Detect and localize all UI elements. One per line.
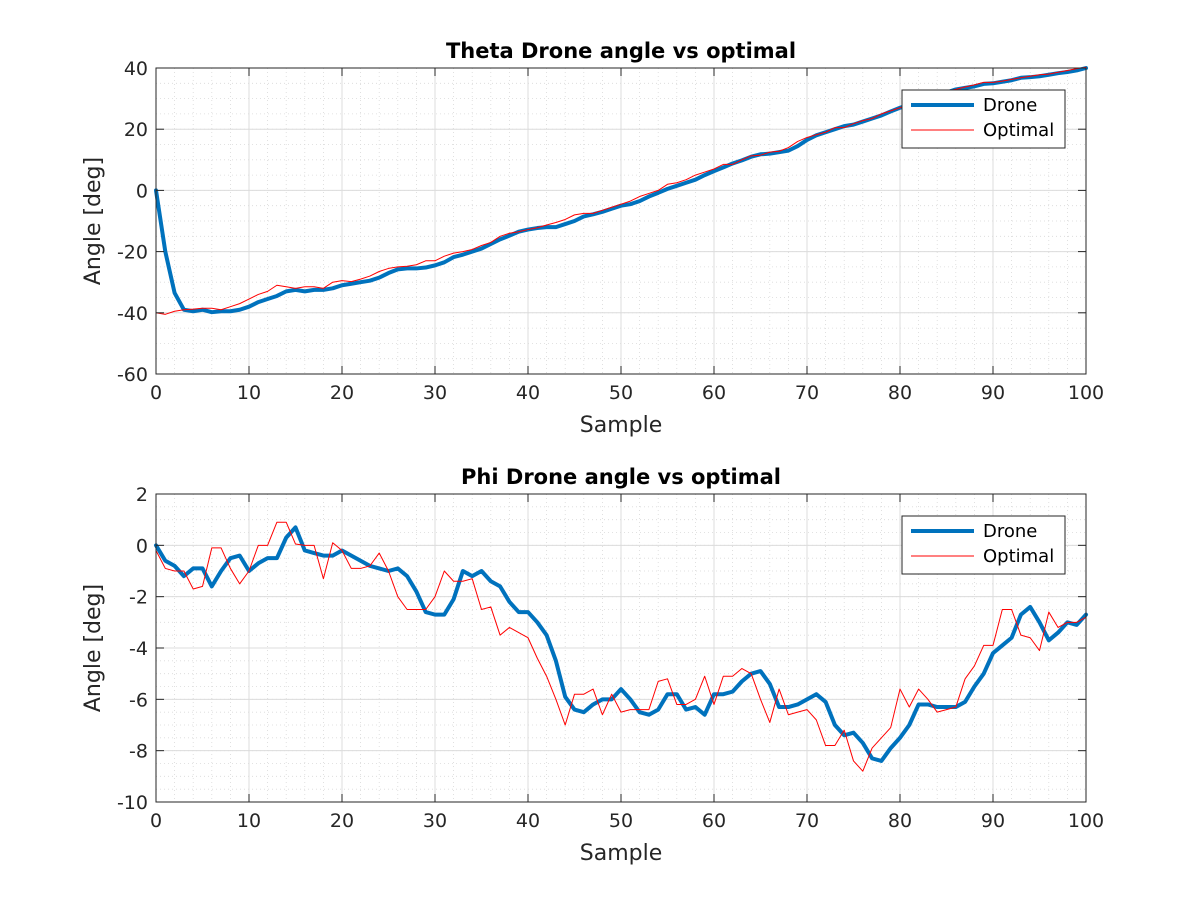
legend-box <box>901 515 1066 575</box>
x-axis-label: Sample <box>580 413 663 438</box>
series-line-drone <box>154 525 1088 763</box>
ticks: 0 10 20 30 40 50 60 70 80 90 100 -60 -40 -20 0 20 40 <box>117 58 1104 404</box>
chart-title: Theta Drone angle vs optimal <box>446 39 796 63</box>
y-tick-label: 0 <box>136 535 148 557</box>
y-tick-label: -10 <box>117 792 148 814</box>
legend-label-drone: Drone <box>983 521 1037 542</box>
x-tick-label: 50 <box>609 382 633 404</box>
x-tick-label: 90 <box>981 810 1005 832</box>
legend-label-optimal: Optimal <box>983 120 1054 141</box>
x-tick-label: 10 <box>237 382 261 404</box>
x-tick-label: 70 <box>795 810 819 832</box>
y-tick-label: -8 <box>129 741 148 763</box>
x-tick-label: 100 <box>1068 382 1104 404</box>
x-tick-label: 70 <box>795 382 819 404</box>
y-tick-label: 40 <box>124 58 148 80</box>
y-tick-label: -4 <box>129 638 148 660</box>
legend: Drone Optimal <box>901 515 1066 575</box>
legend-box <box>901 89 1066 149</box>
x-tick-label: 30 <box>423 810 447 832</box>
ticks: 0 10 20 30 40 50 60 70 80 90 100 -10 -8 -6 -4 -2 0 2 <box>117 484 1104 832</box>
y-tick-label: -20 <box>117 242 148 264</box>
x-tick-label: 100 <box>1068 810 1104 832</box>
x-tick-label: 80 <box>888 382 912 404</box>
x-tick-label: 0 <box>150 382 162 404</box>
x-axis-label: Sample <box>580 841 663 866</box>
chart-1: 0 10 20 30 40 50 60 70 80 90 100 -60 -40 -20 0 20 40 Thet… <box>81 39 1104 438</box>
x-tick-label: 10 <box>237 810 261 832</box>
chart-title: Phi Drone angle vs optimal <box>461 465 781 489</box>
y-tick-label: 0 <box>136 180 148 202</box>
y-tick-label: -40 <box>117 303 148 325</box>
y-tick-label: -60 <box>117 364 148 386</box>
x-tick-label: 20 <box>330 382 354 404</box>
x-tick-label: 30 <box>423 382 447 404</box>
legend: Drone Optimal <box>901 89 1066 149</box>
x-tick-label: 60 <box>702 382 726 404</box>
y-axis-label: Angle [deg] <box>81 584 106 712</box>
x-tick-label: 20 <box>330 810 354 832</box>
legend-label-optimal: Optimal <box>983 546 1054 567</box>
x-tick-label: 90 <box>981 382 1005 404</box>
y-axis-label: Angle [deg] <box>81 157 106 285</box>
x-tick-label: 40 <box>516 810 540 832</box>
x-tick-label: 0 <box>150 810 162 832</box>
x-tick-label: 50 <box>609 810 633 832</box>
y-tick-label: -2 <box>129 587 148 609</box>
x-tick-label: 60 <box>702 810 726 832</box>
series-line-optimal <box>155 521 1087 772</box>
x-tick-label: 40 <box>516 382 540 404</box>
chart-2: 0 10 20 30 40 50 60 70 80 90 100 -10 -8 -6 -4 -2 0 2 Phi D… <box>81 465 1104 866</box>
y-tick-label: 20 <box>124 119 148 141</box>
series <box>154 521 1088 772</box>
legend-label-drone: Drone <box>983 95 1037 116</box>
y-tick-label: 2 <box>136 484 148 506</box>
x-tick-label: 80 <box>888 810 912 832</box>
y-tick-label: -6 <box>129 689 148 711</box>
